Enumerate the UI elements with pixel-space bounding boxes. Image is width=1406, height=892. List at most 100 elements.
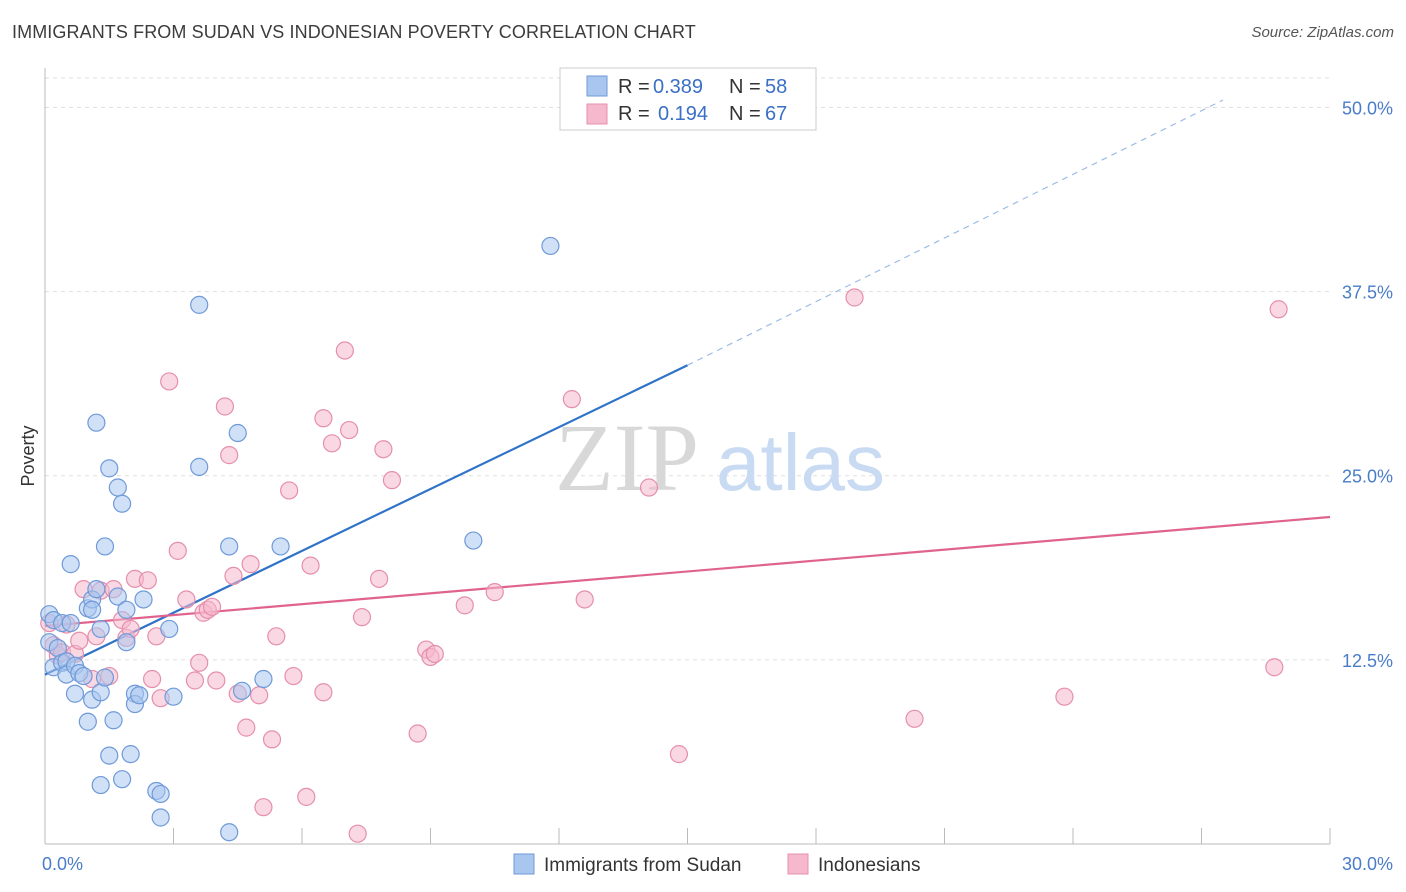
point-indonesians-40: [280, 481, 299, 500]
point-indonesians-47: [335, 341, 354, 360]
series-legend-label-indonesians: Indonesians: [818, 855, 920, 876]
point-indonesians-51: [370, 569, 389, 588]
point-sudan-40: [134, 590, 153, 609]
legend-r-label-1: R =: [618, 76, 650, 98]
point-sudan-25: [95, 668, 115, 687]
chart-title: IMMIGRANTS FROM SUDAN VS INDONESIAN POVE…: [12, 22, 696, 42]
point-sudan-45: [164, 687, 183, 706]
point-sudan-30: [108, 587, 127, 606]
correlation-legend: R = 0.389 N = 58 R = 0.194 N = 67: [559, 67, 817, 131]
point-sudan-23: [91, 619, 110, 639]
point-indonesians-68: [1269, 300, 1288, 319]
y-tick-label-1: 25.0%: [1342, 467, 1393, 487]
point-indonesians-21: [160, 372, 179, 391]
point-sudan-28: [100, 746, 119, 765]
point-sudan-36: [121, 745, 140, 764]
point-indonesians-35: [241, 555, 260, 574]
watermark-atlas: atlas: [716, 418, 885, 507]
point-sudan-50: [228, 423, 247, 443]
watermark-zip: ZIP: [555, 404, 699, 511]
point-sudan-51: [232, 681, 252, 700]
point-indonesians-49: [348, 824, 367, 843]
point-indonesians-24: [185, 671, 205, 690]
point-indonesians-28: [202, 597, 222, 616]
point-sudan-19: [83, 600, 102, 619]
point-indonesians-52: [374, 440, 393, 459]
point-indonesians-61: [575, 590, 594, 609]
point-sudan-21: [87, 413, 106, 432]
point-sudan-46: [190, 295, 209, 314]
point-sudan-35: [117, 600, 136, 619]
point-indonesians-50: [352, 608, 372, 627]
tick-labels: 12.5% 25.0% 37.5% 50.0% 0.0% 30.0%: [42, 98, 1393, 874]
legend-n-label-2: N =: [729, 103, 761, 125]
watermark: ZIP atlas: [555, 404, 885, 511]
point-sudan-42: [151, 784, 170, 804]
point-indonesians-17: [138, 571, 157, 590]
point-indonesians-37: [254, 798, 273, 817]
point-indonesians-60: [562, 390, 581, 409]
point-indonesians-6: [70, 631, 89, 650]
point-sudan-10: [61, 613, 80, 633]
point-indonesians-39: [267, 627, 286, 646]
point-sudan-16: [78, 712, 97, 731]
point-indonesians-42: [297, 787, 316, 806]
point-indonesians-34: [237, 718, 256, 737]
point-sudan-54: [464, 531, 483, 550]
point-sudan-29: [104, 711, 123, 730]
point-indonesians-57: [425, 644, 444, 664]
trend-line-indonesians-solid: [44, 515, 1331, 628]
point-sudan-32: [112, 770, 132, 789]
point-indonesians-18: [142, 669, 162, 689]
trend-line-indonesians: [44, 515, 1331, 628]
point-indonesians-67: [1265, 658, 1284, 677]
point-indonesians-36: [250, 686, 269, 705]
axes: [44, 68, 1331, 845]
point-indonesians-58: [455, 596, 474, 615]
point-indonesians-38: [262, 730, 282, 749]
y-tick-label-0: 12.5%: [1342, 651, 1393, 671]
legend-n-value-1: 58: [765, 76, 787, 98]
point-indonesians-22: [168, 541, 187, 560]
data-points: [40, 236, 1288, 843]
legend-swatch-pink: [586, 103, 608, 125]
x-tick-label-0: 0.0%: [42, 854, 83, 874]
point-sudan-14: [74, 666, 93, 686]
x-tick-label-1: 30.0%: [1342, 854, 1393, 874]
point-indonesians-29: [207, 671, 226, 690]
point-sudan-11: [65, 684, 85, 703]
legend-r-value-2: 0.194: [658, 103, 708, 125]
legend-r-label-2: R =: [618, 103, 650, 125]
point-indonesians-25: [190, 653, 209, 672]
legend-swatch-blue: [586, 75, 608, 97]
point-sudan-52: [254, 669, 273, 689]
point-indonesians-30: [215, 397, 234, 416]
point-indonesians-65: [905, 709, 924, 728]
point-indonesians-48: [340, 420, 359, 440]
series-legend-label-sudan: Immigrants from Sudan: [544, 855, 741, 876]
point-sudan-48: [220, 537, 239, 556]
point-indonesians-31: [220, 446, 239, 465]
point-sudan-24: [91, 775, 110, 795]
point-sudan-27: [100, 459, 119, 478]
point-indonesians-43: [301, 556, 320, 575]
point-indonesians-53: [382, 471, 402, 490]
point-indonesians-45: [314, 683, 333, 702]
point-indonesians-23: [177, 590, 196, 609]
y-axis-title: Poverty: [18, 425, 38, 486]
point-sudan-20: [87, 580, 106, 599]
point-sudan-33: [112, 494, 132, 513]
source-label: Source: ZipAtlas.com: [1251, 24, 1394, 41]
point-sudan-47: [190, 457, 209, 476]
point-indonesians-41: [284, 666, 303, 686]
point-indonesians-59: [485, 583, 504, 602]
y-tick-label-2: 37.5%: [1342, 283, 1393, 303]
series-legend-swatch-indonesians: [787, 853, 809, 875]
point-indonesians-62: [639, 478, 659, 497]
point-sudan-49: [220, 823, 239, 842]
point-sudan-44: [160, 619, 179, 639]
y-tick-label-3: 50.0%: [1342, 98, 1393, 118]
point-sudan-39: [130, 686, 149, 705]
point-indonesians-64: [845, 288, 864, 307]
